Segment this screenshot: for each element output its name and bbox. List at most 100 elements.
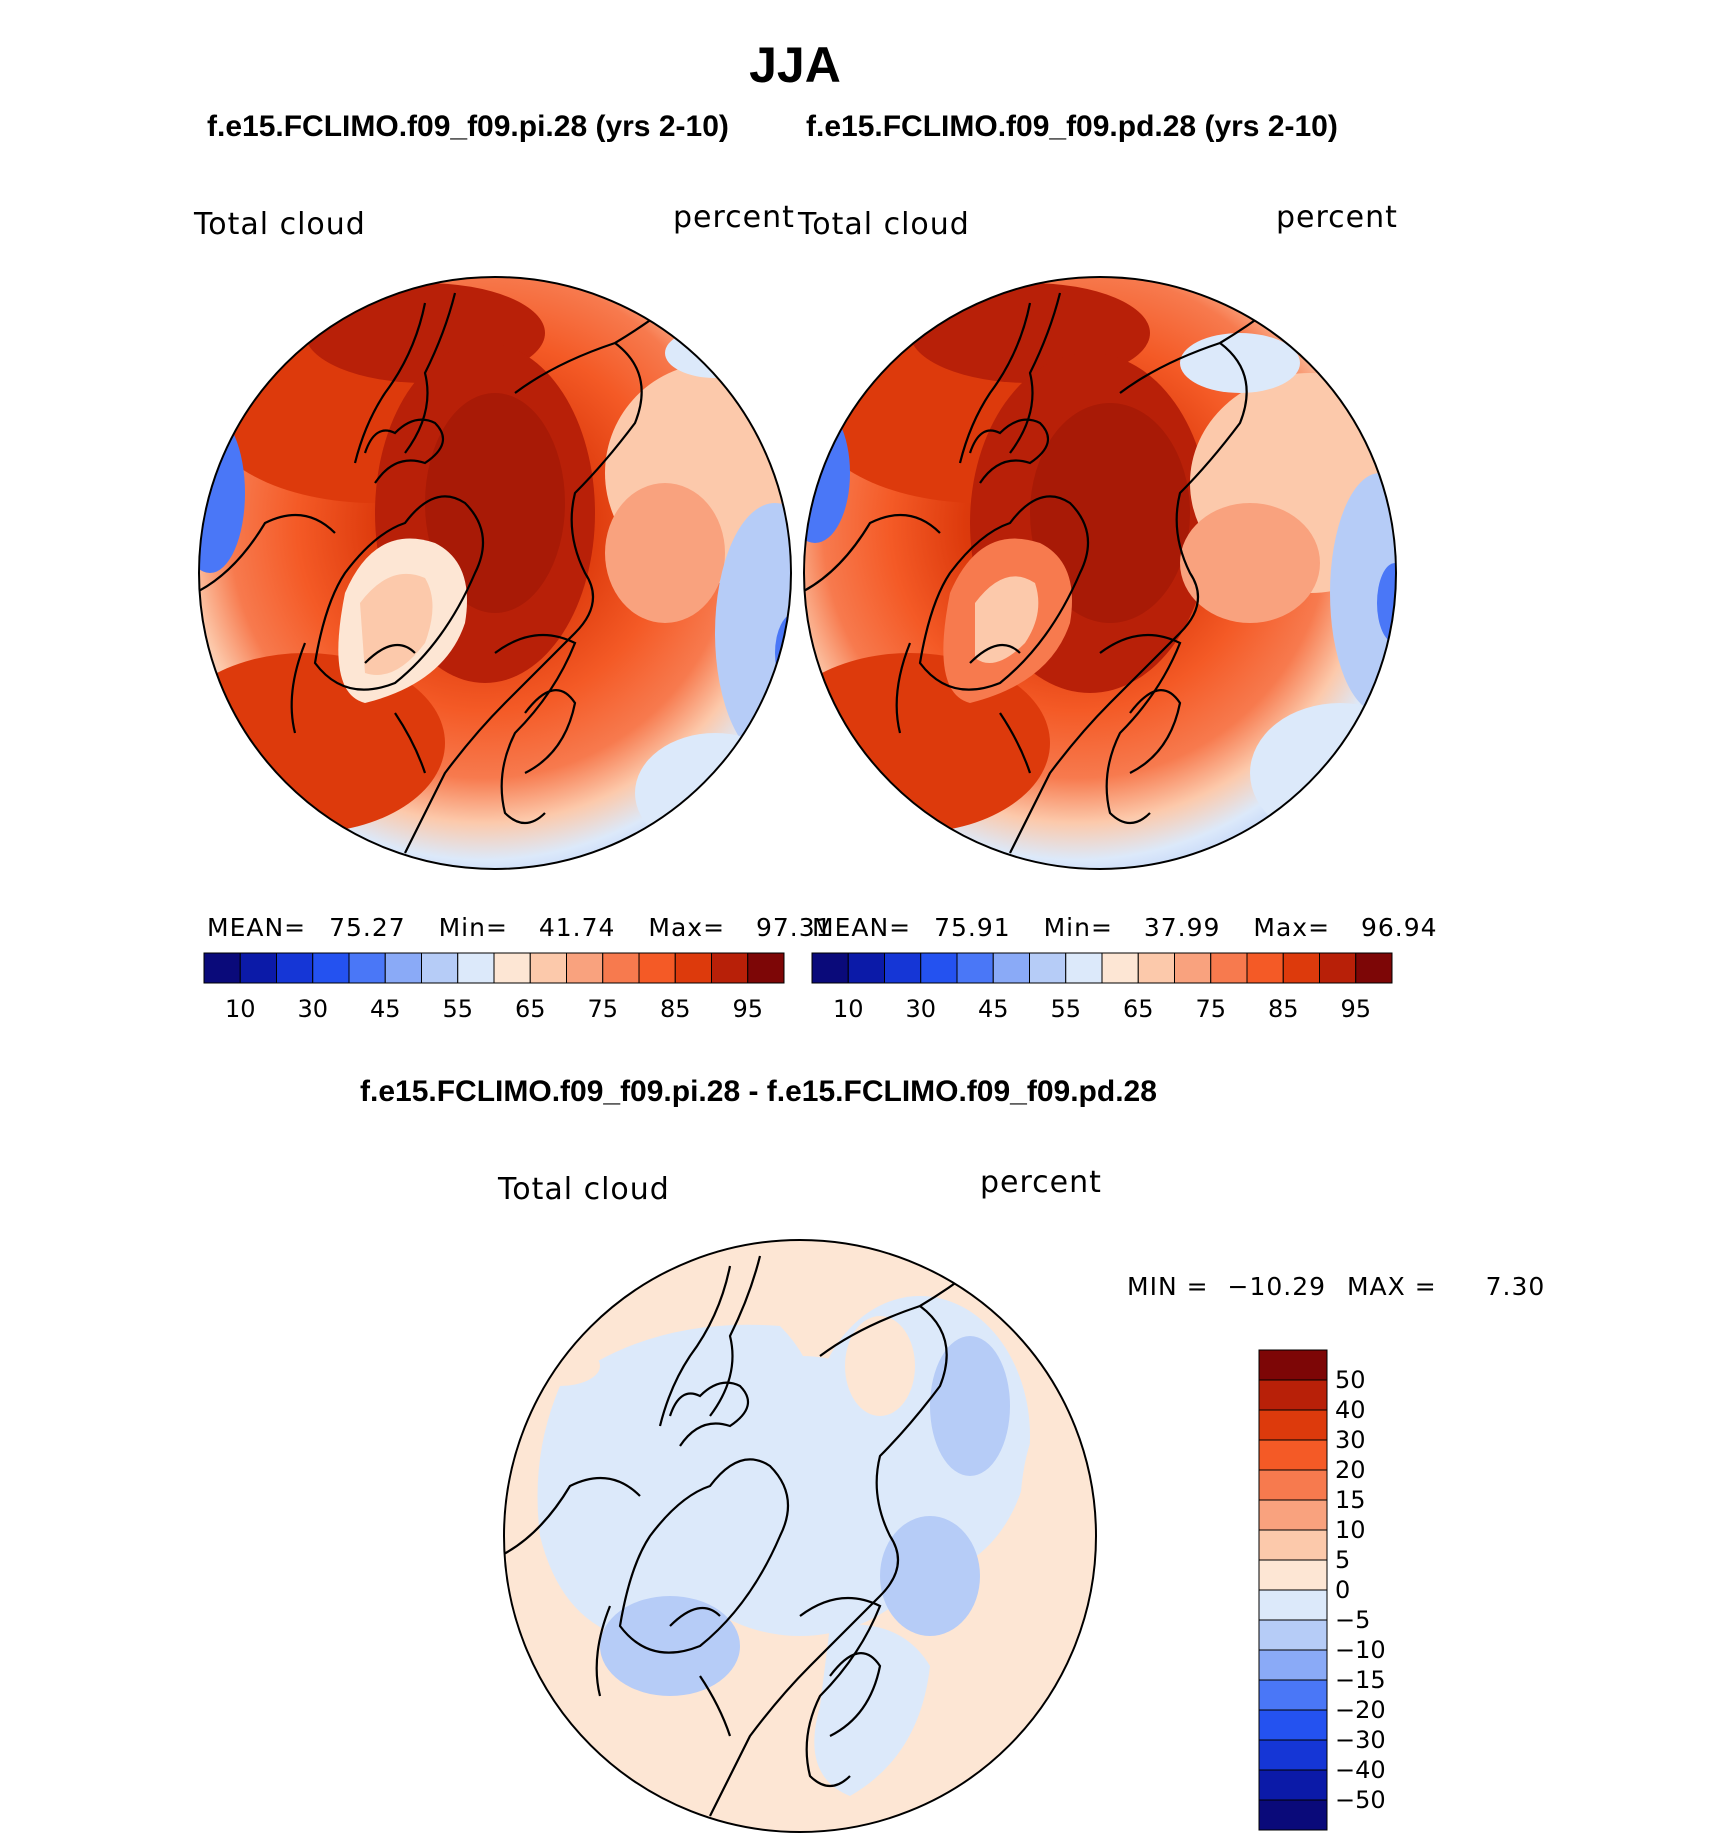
right-stats: MEAN= 75.91 Min= 37.99 Max= 96.94 — [812, 913, 1437, 942]
colorbar-swatch — [312, 952, 350, 984]
season-title: JJA — [749, 37, 841, 93]
colorbar-tick-label: 10 — [1335, 1516, 1366, 1544]
left-case-title: f.e15.FCLIMO.f09_f09.pi.28 (yrs 2-10) — [207, 110, 729, 143]
right-max-value: 96.94 — [1361, 913, 1438, 942]
left-mean-value: 75.27 — [329, 913, 406, 942]
colorbar-swatch — [239, 952, 277, 984]
left-min-label: Min= — [438, 913, 508, 942]
colorbar-tick-label: −5 — [1335, 1606, 1371, 1634]
diff-min-label: MIN = — [1127, 1272, 1209, 1301]
colorbar-swatch — [457, 952, 495, 984]
colorbar-swatch — [276, 952, 314, 984]
right-colorbar — [811, 952, 1393, 984]
colorbar-tick-label: 30 — [905, 995, 937, 1023]
colorbar-tick-label: −20 — [1335, 1696, 1386, 1724]
colorbar-tick-label: 75 — [1195, 995, 1227, 1023]
colorbar-tick-label: 10 — [224, 995, 256, 1023]
colorbar-swatch — [1029, 952, 1067, 984]
colorbar-swatch — [1258, 1769, 1328, 1801]
colorbar-tick-label: −10 — [1335, 1636, 1386, 1664]
colorbar-swatch — [811, 952, 849, 984]
colorbar-tick-label: 55 — [442, 995, 474, 1023]
colorbar-swatch — [1258, 1799, 1328, 1831]
colorbar-tick-label: 65 — [1122, 995, 1154, 1023]
colorbar-tick-label: 50 — [1335, 1366, 1366, 1394]
colorbar-tick-label: 10 — [832, 995, 864, 1023]
colorbar-swatch — [1282, 952, 1320, 984]
diff-variable-label: Total cloud — [498, 1172, 670, 1207]
colorbar-swatch — [1101, 952, 1139, 984]
colorbar-swatch — [1174, 952, 1212, 984]
diff-min-value: −10.29 — [1227, 1272, 1327, 1301]
colorbar-swatch — [1258, 1499, 1328, 1531]
colorbar-swatch — [1258, 1349, 1328, 1381]
left-mean-label: MEAN= — [207, 913, 307, 942]
right-min-value: 37.99 — [1143, 913, 1221, 942]
right-max-label: Max= — [1253, 913, 1331, 942]
colorbar-tick-label: 5 — [1335, 1546, 1351, 1574]
colorbar-swatch — [1258, 1679, 1328, 1711]
left-max-label: Max= — [648, 913, 726, 942]
colorbar-tick-label: 85 — [1267, 995, 1299, 1023]
colorbar-swatch — [1258, 1409, 1328, 1441]
difference-colorbar-ticks: 50 40 30 20 15 10 5 0 −5 −10 −15 −20 −30 −40 −50 — [1335, 1350, 1415, 1830]
colorbar-swatch — [1258, 1739, 1328, 1771]
colorbar-swatch — [1258, 1649, 1328, 1681]
difference-title: f.e15.FCLIMO.f09_f09.pi.28 - f.e15.FCLIM… — [360, 1075, 1157, 1108]
colorbar-tick-label: 45 — [977, 995, 1009, 1023]
colorbar-swatch — [493, 952, 531, 984]
colorbar-tick-label: −30 — [1335, 1726, 1386, 1754]
colorbar-swatch — [384, 952, 422, 984]
left-stats: MEAN= 75.27 Min= 41.74 Max= 97.31 — [207, 913, 832, 942]
difference-polar-map — [503, 1239, 1097, 1833]
right-units-label: percent — [1276, 200, 1398, 235]
colorbar-tick-label: −15 — [1335, 1666, 1386, 1694]
colorbar-swatch — [602, 952, 640, 984]
diff-units-label: percent — [980, 1165, 1102, 1200]
colorbar-swatch — [421, 952, 459, 984]
colorbar-swatch — [348, 952, 386, 984]
diff-max-value: 7.30 — [1485, 1272, 1546, 1301]
left-min-value: 41.74 — [538, 913, 616, 942]
colorbar-tick-label: 75 — [587, 995, 619, 1023]
right-case-title: f.e15.FCLIMO.f09_f09.pd.28 (yrs 2-10) — [806, 110, 1338, 143]
colorbar-swatch — [1258, 1439, 1328, 1471]
left-colorbar — [203, 952, 785, 984]
colorbar-tick-label: 55 — [1050, 995, 1082, 1023]
colorbar-swatch — [1210, 952, 1248, 984]
left-max-value: 97.31 — [756, 913, 833, 942]
colorbar-swatch — [203, 952, 241, 984]
diff-minmax: MIN = −10.29 MAX = 7.30 — [1127, 1272, 1545, 1301]
colorbar-swatch — [1137, 952, 1175, 984]
colorbar-tick-label: 95 — [1340, 995, 1372, 1023]
left-variable-label: Total cloud — [194, 207, 366, 242]
diff-max-label: MAX = — [1346, 1272, 1437, 1301]
colorbar-swatch — [1258, 1709, 1328, 1741]
colorbar-swatch — [747, 952, 785, 984]
colorbar-tick-label: −50 — [1335, 1786, 1386, 1814]
right-min-label: Min= — [1043, 913, 1113, 942]
colorbar-tick-label: 45 — [369, 995, 401, 1023]
colorbar-swatch — [1258, 1469, 1328, 1501]
colorbar-tick-label: 40 — [1335, 1396, 1366, 1424]
colorbar-swatch — [674, 952, 712, 984]
difference-colorbar — [1258, 1349, 1328, 1831]
colorbar-swatch — [1246, 952, 1284, 984]
right-mean-value: 75.91 — [934, 913, 1011, 942]
colorbar-swatch — [1355, 952, 1393, 984]
colorbar-tick-label: 30 — [1335, 1426, 1366, 1454]
colorbar-tick-label: 65 — [514, 995, 546, 1023]
right-colorbar-ticks: 10 30 45 55 65 75 85 95 — [812, 995, 1392, 1025]
left-units-label: percent — [673, 200, 795, 235]
colorbar-swatch — [1258, 1589, 1328, 1621]
colorbar-swatch — [884, 952, 922, 984]
colorbar-swatch — [1319, 952, 1357, 984]
colorbar-swatch — [1065, 952, 1103, 984]
colorbar-swatch — [1258, 1529, 1328, 1561]
colorbar-tick-label: 0 — [1335, 1576, 1351, 1604]
colorbar-tick-label: −40 — [1335, 1756, 1386, 1784]
colorbar-swatch — [1258, 1379, 1328, 1411]
left-colorbar-ticks: 10 30 45 55 65 75 85 95 — [204, 995, 784, 1025]
colorbar-tick-label: 30 — [297, 995, 329, 1023]
colorbar-swatch — [711, 952, 749, 984]
